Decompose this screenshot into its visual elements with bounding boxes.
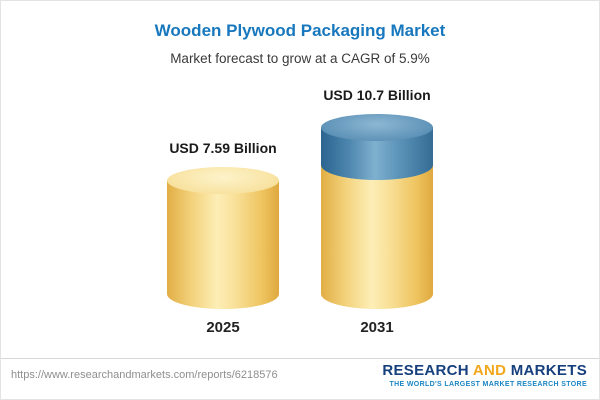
logo-tagline: THE WORLD'S LARGEST MARKET RESEARCH STOR… — [389, 381, 587, 388]
chart-subtitle: Market forecast to grow at a CAGR of 5.9… — [170, 51, 430, 66]
bar-2025: USD 7.59 Billion 2025 — [167, 1, 279, 361]
x-axis-label-2031: 2031 — [360, 319, 394, 336]
source-url-link[interactable]: https://www.researchandmarkets.com/repor… — [11, 369, 278, 381]
cylinder-body-yellow — [167, 180, 279, 309]
cylinder-top-ellipse — [167, 167, 279, 194]
cylinder-2025 — [167, 167, 279, 309]
logo-word-and: AND — [472, 362, 507, 379]
logo-word-research: RESEARCH — [382, 362, 469, 379]
chart-title: Wooden Plywood Packaging Market — [154, 21, 446, 40]
bar-value-label-2025: USD 7.59 Billion — [169, 140, 277, 156]
x-axis-label-2025: 2025 — [206, 319, 240, 336]
logo-wordmark: RESEARCH AND MARKETS — [382, 363, 587, 379]
bar-value-label-2031: USD 10.7 Billion — [323, 87, 431, 103]
logo-word-markets: MARKETS — [510, 362, 587, 379]
cylinder-2031 — [321, 114, 433, 309]
cylinder-top-ellipse — [321, 114, 433, 141]
bar-2031: USD 10.7 Billion 2031 — [321, 1, 433, 361]
footer-divider — [1, 358, 599, 359]
research-and-markets-logo[interactable]: RESEARCH AND MARKETS THE WORLD'S LARGEST… — [382, 363, 587, 389]
